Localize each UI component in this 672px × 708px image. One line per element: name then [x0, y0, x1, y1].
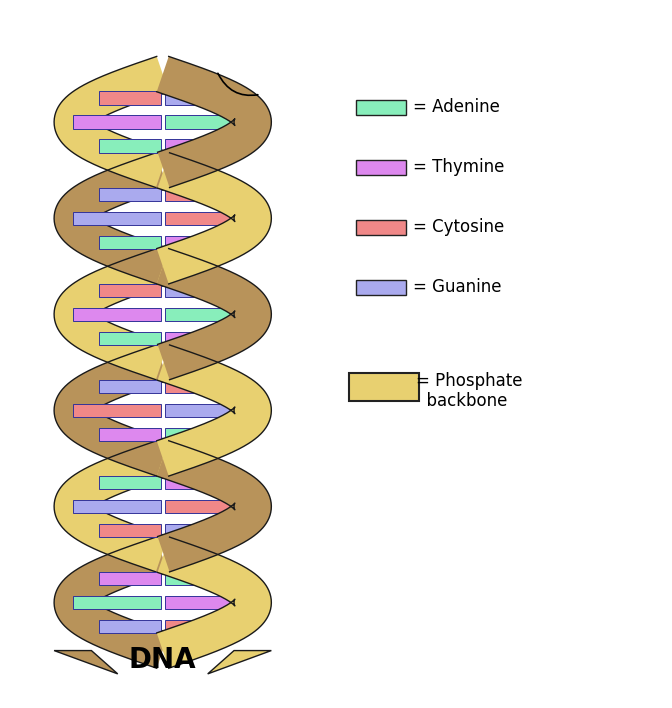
Bar	[356, 280, 406, 295]
Polygon shape	[54, 57, 169, 188]
Bar	[356, 160, 406, 175]
Polygon shape	[157, 441, 271, 572]
FancyArrowPatch shape	[218, 73, 257, 96]
Bar	[165, 404, 253, 417]
Bar	[165, 476, 226, 489]
Bar	[73, 596, 161, 609]
Polygon shape	[54, 441, 169, 572]
Bar	[99, 91, 161, 105]
Bar	[73, 404, 161, 417]
Bar	[99, 139, 161, 153]
Text: = Phosphate: = Phosphate	[416, 372, 522, 389]
Polygon shape	[157, 537, 271, 668]
Bar	[99, 188, 161, 201]
Bar	[73, 308, 161, 321]
Bar	[165, 284, 226, 297]
Polygon shape	[54, 345, 169, 476]
Text: = Guanine: = Guanine	[413, 278, 501, 297]
Polygon shape	[54, 249, 169, 379]
Bar	[99, 428, 161, 441]
Text: = Cytosine: = Cytosine	[413, 218, 504, 236]
Bar	[165, 331, 226, 345]
Bar	[73, 212, 161, 225]
Text: = Thymine: = Thymine	[413, 159, 504, 176]
Bar	[165, 115, 253, 129]
Bar	[99, 379, 161, 393]
Bar	[165, 212, 253, 225]
Bar	[99, 476, 161, 489]
Bar	[99, 524, 161, 537]
Polygon shape	[157, 345, 271, 476]
Polygon shape	[54, 153, 169, 284]
Bar	[73, 115, 161, 129]
Bar	[99, 284, 161, 297]
Text: backbone: backbone	[416, 392, 507, 410]
Bar	[165, 236, 226, 249]
Polygon shape	[54, 651, 118, 674]
Bar	[165, 572, 226, 586]
Bar	[349, 373, 419, 401]
Bar	[356, 220, 406, 235]
Polygon shape	[208, 651, 271, 674]
Bar	[165, 524, 226, 537]
Text: = Adenine: = Adenine	[413, 98, 499, 116]
Polygon shape	[157, 249, 271, 379]
Bar	[165, 379, 226, 393]
Bar	[99, 620, 161, 633]
Bar	[165, 188, 226, 201]
Text: DNA: DNA	[129, 646, 196, 674]
Bar	[165, 428, 226, 441]
Bar	[356, 100, 406, 115]
Bar	[165, 596, 253, 609]
Bar	[165, 308, 253, 321]
Bar	[165, 91, 226, 105]
Bar	[99, 236, 161, 249]
Bar	[165, 139, 226, 153]
Bar	[99, 331, 161, 345]
Bar	[73, 500, 161, 513]
Bar	[99, 572, 161, 586]
Polygon shape	[157, 153, 271, 284]
Polygon shape	[157, 57, 271, 188]
Bar	[165, 620, 226, 633]
Polygon shape	[54, 537, 169, 668]
Bar	[165, 500, 253, 513]
